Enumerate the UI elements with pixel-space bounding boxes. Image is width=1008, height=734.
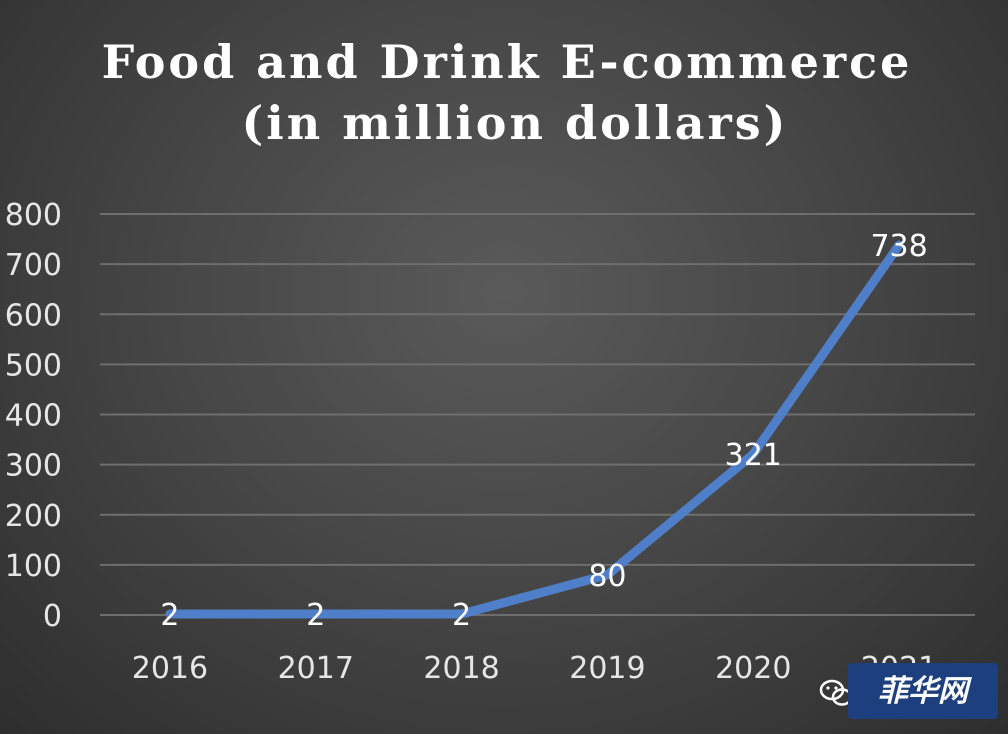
grid	[100, 213, 975, 616]
data-labels: 2 2 2 80 321 738	[160, 229, 927, 633]
chart-title-line-2: (in million dollars)	[242, 96, 789, 150]
y-tick-label: 200	[5, 499, 62, 534]
watermark-badge	[848, 663, 998, 719]
data-label: 2	[452, 598, 471, 633]
y-tick-label: 700	[5, 248, 62, 283]
y-tick-label: 300	[5, 449, 62, 484]
data-label: 2	[160, 598, 179, 633]
x-tick-label: 2018	[423, 651, 499, 686]
series-line	[165, 240, 904, 619]
watermark-text: 菲华网	[878, 674, 972, 709]
series	[165, 240, 904, 619]
data-label: 2	[306, 598, 325, 633]
x-tick-label: 2020	[715, 651, 791, 686]
data-label: 321	[725, 438, 782, 473]
x-tick-label: 2019	[569, 651, 645, 686]
y-tick-label: 600	[5, 298, 62, 333]
x-axis-ticks: 201620172018201920202021	[132, 651, 938, 686]
data-label: 80	[588, 559, 626, 594]
y-tick-label: 100	[5, 549, 62, 584]
watermark: 菲华网	[819, 663, 998, 719]
y-tick-label: 500	[5, 348, 62, 383]
y-tick-label: 0	[43, 599, 62, 634]
y-tick-label: 400	[5, 399, 62, 434]
data-label: 738	[870, 229, 927, 264]
wechat-icon	[819, 679, 853, 706]
y-axis-ticks: 0 100 200 300 400 500 600 700 800	[5, 198, 62, 634]
chart-title-line-1: Food and Drink E-commerce	[102, 35, 913, 89]
y-tick-label: 800	[5, 198, 62, 233]
chart-title: Food and Drink E-commerce (in million do…	[102, 35, 913, 150]
x-tick-label: 2017	[278, 651, 354, 686]
x-tick-label: 2016	[132, 651, 208, 686]
